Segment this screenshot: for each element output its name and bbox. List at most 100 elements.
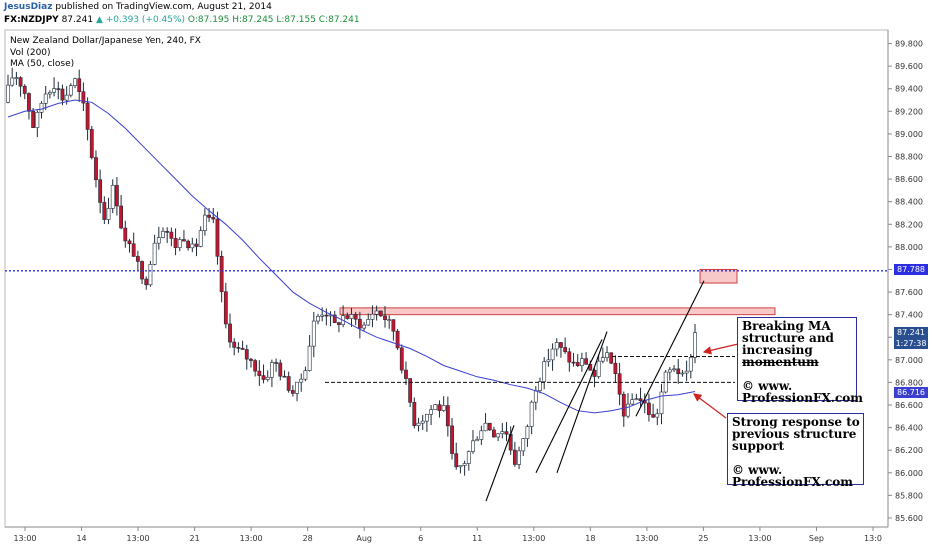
annotation-line: Breaking MA — [742, 319, 831, 333]
candle-down — [567, 351, 572, 363]
candle-up — [420, 420, 425, 424]
candle-up — [533, 390, 538, 403]
candle-up — [52, 88, 56, 93]
price-tick-label: 89.400 — [895, 85, 923, 94]
price-tick-label: 87.000 — [895, 356, 923, 365]
candle-down — [211, 217, 216, 220]
candle-up — [270, 362, 274, 378]
candle-up — [479, 430, 484, 440]
candle-down — [651, 414, 656, 418]
price-tick-label: 86.800 — [895, 378, 923, 387]
candle-up — [35, 112, 40, 128]
candle-down — [119, 205, 124, 229]
candle-down — [286, 376, 291, 391]
candle-down — [81, 91, 86, 104]
candle-up — [320, 314, 325, 317]
volume-legend[interactable]: Vol (200) — [10, 48, 51, 58]
quote-line: FX:NZDJPY 87.241 ▲ +0.393 (+0.45%) O:87.… — [4, 15, 360, 25]
candle-down — [563, 347, 568, 353]
candle-up — [10, 77, 15, 86]
annotation-line: increasing — [742, 343, 813, 357]
candle-down — [412, 402, 417, 426]
candle-down — [571, 361, 576, 364]
candle-down — [324, 314, 329, 317]
candle-down — [290, 390, 295, 394]
chart-title: New Zealand Dollar/Japanese Yen, 240, FX — [10, 36, 201, 46]
ma-legend[interactable]: MA (50, close) — [10, 59, 75, 69]
time-tick-label: 25 — [698, 534, 708, 543]
time-tick-label: 13:00 — [240, 534, 263, 543]
time-tick-label: 6 — [418, 534, 423, 543]
annotation-line: © www. — [742, 379, 793, 393]
time-tick-label: 11 — [472, 534, 482, 543]
candle-down — [236, 347, 241, 349]
candle-down — [169, 231, 174, 239]
candle-up — [475, 439, 480, 442]
candle-down — [228, 323, 232, 343]
candle-down — [378, 310, 383, 317]
candle-down — [131, 243, 136, 257]
candle-up — [684, 370, 689, 374]
candle-up — [500, 431, 505, 435]
candle-down — [383, 315, 387, 320]
candle-up — [600, 357, 605, 362]
annotation-line: ProfessionFX.com — [742, 391, 863, 405]
candle-up — [190, 243, 195, 249]
candle-down — [232, 341, 237, 348]
candle-up — [362, 324, 366, 329]
price-tick-label: 86.600 — [895, 401, 923, 410]
annotation-line: structure and — [742, 331, 834, 345]
candle-up — [43, 93, 48, 104]
candle-down — [404, 369, 408, 379]
candle-up — [596, 360, 601, 377]
publish-line: JesusDiaz published on TradingView.com, … — [4, 2, 272, 12]
time-axis[interactable]: 13:00 14 13:00 21 13:00 28 Aug 6 11 13:00 18 13:00 2… — [5, 526, 888, 543]
candle-down — [94, 157, 98, 181]
price-tick-label: 88.200 — [895, 220, 923, 229]
candle-down — [559, 342, 563, 348]
candle-down — [207, 214, 211, 218]
candle-down — [584, 358, 588, 365]
time-tick-label: 13:00 — [635, 534, 658, 543]
candle-down — [454, 453, 459, 468]
time-tick-label: 13:00 — [13, 534, 36, 543]
candle-up — [626, 403, 630, 417]
time-tick-label: 18 — [585, 534, 595, 543]
annotation-structure-support[interactable]: Strong response to previous structure supp… — [727, 413, 864, 488]
symbol-label: FX:NZDJPY — [4, 15, 59, 25]
candle-down — [56, 88, 61, 90]
candle-up — [198, 230, 203, 247]
candle-down — [98, 179, 103, 203]
candle-down — [240, 347, 245, 350]
candle-up — [148, 264, 153, 286]
candle-up — [156, 237, 161, 244]
candle-up — [106, 208, 111, 220]
time-tick-label: 13:00 — [127, 534, 150, 543]
candle-up — [303, 370, 308, 380]
author-name[interactable]: JesusDiaz — [4, 2, 53, 12]
candle-up — [349, 314, 354, 319]
candle-down — [592, 369, 597, 377]
candle-down — [638, 398, 643, 402]
price-axis[interactable]: 89.800 89.600 89.400 89.200 89.000 88.800 88.6… — [887, 30, 923, 527]
candle-up — [416, 422, 421, 426]
candle-down — [173, 238, 178, 248]
candle-up — [605, 352, 609, 358]
price-tick-label: 86.400 — [895, 424, 923, 433]
candle-up — [265, 376, 270, 380]
candle-up — [64, 94, 69, 101]
candle-down — [487, 422, 492, 431]
candle-down — [399, 347, 404, 371]
candle-up — [370, 313, 375, 320]
candle-down — [165, 231, 170, 233]
candle-up — [538, 381, 542, 391]
annotation-breaking-ma[interactable]: Breaking MA structure and increasing moment… — [737, 317, 863, 405]
candle-up — [655, 413, 660, 418]
annotation-line: previous structure — [732, 427, 857, 441]
publish-info: published on TradingView.com, August 21,… — [52, 2, 272, 12]
candle-up — [14, 77, 19, 79]
trendline — [635, 280, 705, 417]
candle-up — [542, 361, 547, 382]
candle-up — [630, 399, 635, 405]
